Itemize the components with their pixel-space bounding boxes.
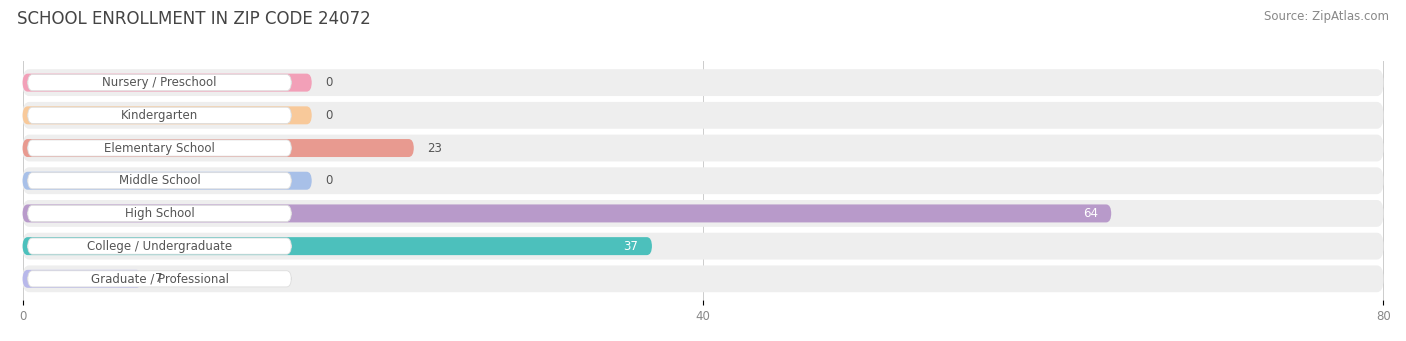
FancyBboxPatch shape (22, 205, 1111, 222)
FancyBboxPatch shape (22, 200, 1384, 227)
Text: College / Undergraduate: College / Undergraduate (87, 240, 232, 253)
Text: 23: 23 (427, 142, 443, 154)
FancyBboxPatch shape (28, 238, 291, 254)
FancyBboxPatch shape (22, 167, 1384, 194)
FancyBboxPatch shape (22, 172, 312, 190)
FancyBboxPatch shape (22, 139, 413, 157)
Text: 0: 0 (325, 174, 333, 187)
Text: Graduate / Professional: Graduate / Professional (90, 272, 229, 285)
Text: High School: High School (125, 207, 194, 220)
Text: 0: 0 (325, 109, 333, 122)
Text: 64: 64 (1083, 207, 1098, 220)
Text: Middle School: Middle School (118, 174, 201, 187)
FancyBboxPatch shape (22, 237, 652, 255)
FancyBboxPatch shape (22, 106, 312, 124)
Text: 0: 0 (325, 76, 333, 89)
Text: SCHOOL ENROLLMENT IN ZIP CODE 24072: SCHOOL ENROLLMENT IN ZIP CODE 24072 (17, 10, 371, 28)
FancyBboxPatch shape (22, 135, 1384, 161)
Text: Source: ZipAtlas.com: Source: ZipAtlas.com (1264, 10, 1389, 23)
FancyBboxPatch shape (22, 74, 312, 92)
FancyBboxPatch shape (22, 233, 1384, 260)
FancyBboxPatch shape (28, 271, 291, 287)
FancyBboxPatch shape (28, 140, 291, 156)
FancyBboxPatch shape (22, 102, 1384, 129)
Text: 7: 7 (155, 272, 163, 285)
FancyBboxPatch shape (28, 173, 291, 189)
FancyBboxPatch shape (22, 270, 142, 288)
FancyBboxPatch shape (28, 205, 291, 222)
Text: Nursery / Preschool: Nursery / Preschool (103, 76, 217, 89)
Text: Kindergarten: Kindergarten (121, 109, 198, 122)
FancyBboxPatch shape (28, 75, 291, 91)
FancyBboxPatch shape (28, 107, 291, 123)
Text: Elementary School: Elementary School (104, 142, 215, 154)
FancyBboxPatch shape (22, 265, 1384, 292)
Text: 37: 37 (623, 240, 638, 253)
FancyBboxPatch shape (22, 69, 1384, 96)
